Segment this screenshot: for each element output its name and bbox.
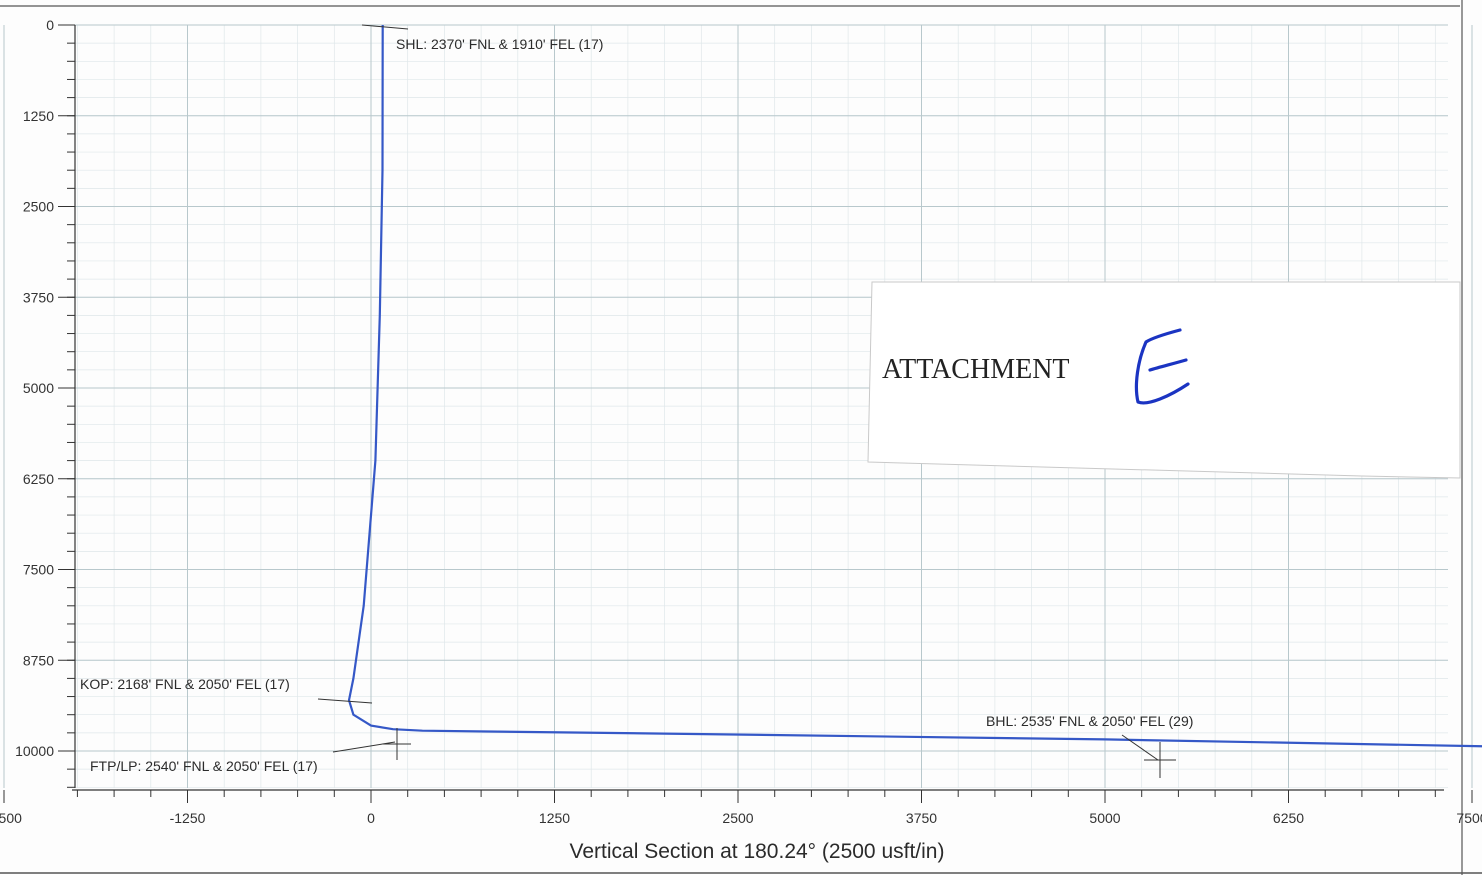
attachment-label: ATTACHMENT [882,354,1070,385]
y-tick-label: 1250 [23,108,54,124]
chart-grid [3,24,1473,788]
annotation-leader-line [317,698,373,704]
annotation-leader-line [361,24,409,30]
annotation-leader-line [1121,734,1159,761]
x-tick-label: 3750 [906,810,937,826]
x-tick-label: 6250 [1273,810,1304,826]
attachment-stamp: ATTACHMENT [867,281,1461,479]
x-tick-label: 5000 [1089,810,1120,826]
annotation-label: SHL: 2370' FNL & 1910' FEL (17) [396,36,603,52]
x-tick-label: 7500 [1456,810,1482,826]
chart-annotations: SHL: 2370' FNL & 1910' FEL (17) KOP: 2168… [80,24,1193,778]
y-tick-label: 6250 [23,471,54,487]
well-path-line [347,24,1482,748]
x-tick-label: -2500 [0,810,22,826]
handwritten-e-mark [1134,328,1190,405]
chart-axes: 0125025003750500062507500875010000-3750-… [0,17,1482,826]
annotation-label: KOP: 2168' FNL & 2050' FEL (17) [80,676,290,692]
annotation-label: FTP/LP: 2540' FNL & 2050' FEL (17) [90,758,318,774]
y-tick-label: 3750 [23,289,54,305]
y-tick-label: 7500 [23,562,54,578]
x-tick-label: 2500 [722,810,753,826]
x-tick-label: 1250 [539,810,570,826]
well-path-series [347,24,1482,748]
x-tick-label: -1250 [170,810,206,826]
y-tick-label: 10000 [15,743,54,759]
y-tick-label: 5000 [23,380,54,396]
y-tick-label: 8750 [23,652,54,668]
annotation-label: BHL: 2535' FNL & 2050' FEL (29) [986,713,1193,729]
y-tick-label: 0 [46,17,54,33]
x-axis-label: Vertical Section at 180.24° (2500 usft/i… [570,840,945,863]
attachment-card [867,281,1461,479]
y-tick-label: 2500 [23,199,54,215]
x-tick-label: 0 [367,810,375,826]
